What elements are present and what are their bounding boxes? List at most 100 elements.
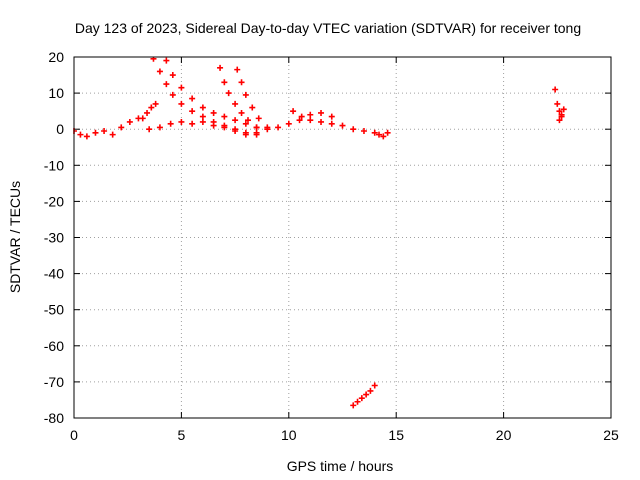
data-point	[307, 111, 314, 118]
data-point	[556, 108, 563, 115]
x-axis-label: GPS time / hours	[287, 458, 394, 474]
x-tick-label: 0	[70, 427, 78, 443]
data-point	[221, 113, 228, 120]
data-point	[253, 124, 260, 131]
y-tick-label: 0	[56, 121, 64, 137]
data-point	[210, 118, 217, 125]
y-tick-label: -20	[44, 193, 64, 209]
data-point	[350, 402, 357, 409]
data-point	[232, 126, 239, 133]
data-point	[358, 395, 365, 402]
data-point	[339, 122, 346, 129]
y-tick-label: -60	[44, 338, 64, 354]
chart-title: Day 123 of 2023, Sidereal Day-to-day VTE…	[75, 20, 581, 36]
data-point	[156, 124, 163, 131]
data-point	[296, 117, 303, 124]
data-point	[92, 129, 99, 136]
data-point	[77, 131, 84, 138]
data-point	[234, 66, 241, 73]
y-tick-label: 10	[48, 85, 64, 101]
data-point	[264, 124, 271, 131]
data-point	[328, 113, 335, 120]
data-point	[109, 131, 116, 138]
data-point	[275, 124, 282, 131]
x-tick-label: 20	[496, 427, 512, 443]
data-point	[238, 79, 245, 86]
series-arc-4	[234, 66, 271, 131]
data-point	[318, 118, 325, 125]
data-point	[371, 382, 378, 389]
data-point	[290, 108, 297, 115]
data-point	[210, 109, 217, 116]
data-point	[221, 79, 228, 86]
data-point	[150, 57, 157, 62]
data-point	[384, 129, 391, 136]
data-point	[363, 391, 370, 398]
data-point	[169, 72, 176, 79]
data-points	[73, 57, 567, 409]
data-point	[139, 115, 146, 122]
data-point	[156, 68, 163, 75]
data-point	[167, 120, 174, 127]
data-point	[244, 117, 251, 124]
series-arc-5	[139, 100, 159, 122]
data-point	[318, 109, 325, 116]
data-point	[178, 84, 185, 91]
data-point	[554, 100, 561, 107]
data-point	[144, 109, 151, 116]
data-point	[225, 90, 232, 97]
data-point	[199, 104, 206, 111]
data-point	[558, 111, 565, 118]
data-point	[242, 120, 249, 127]
y-tick-label: -40	[44, 266, 64, 282]
data-point	[163, 57, 170, 64]
axis-ticks: 0 5 10 15 20 25 20 10 0 -10 -20 -30 -40 -50 -60 -70 -80	[44, 49, 619, 443]
y-tick-label: 20	[48, 49, 64, 65]
data-point	[152, 100, 159, 107]
data-point	[371, 129, 378, 136]
data-point	[232, 100, 239, 107]
y-tick-label: -30	[44, 230, 64, 246]
data-point	[238, 109, 245, 116]
data-point	[242, 129, 249, 136]
y-tick-label: -80	[44, 410, 64, 426]
data-point	[560, 106, 567, 113]
series-isolated-22.5	[552, 86, 567, 124]
data-point	[367, 387, 374, 394]
data-point	[178, 100, 185, 107]
data-point	[552, 86, 559, 93]
data-point	[83, 133, 90, 140]
x-tick-label: 5	[178, 427, 186, 443]
data-point	[253, 131, 260, 138]
data-point	[148, 104, 155, 111]
data-point	[169, 91, 176, 98]
y-tick-label: -70	[44, 374, 64, 390]
data-point	[556, 117, 563, 124]
y-tick-label: -10	[44, 157, 64, 173]
data-point	[285, 120, 292, 127]
data-point	[232, 117, 239, 124]
x-tick-label: 15	[388, 427, 404, 443]
x-tick-label: 25	[603, 427, 619, 443]
x-tick-label: 10	[281, 427, 297, 443]
data-point	[189, 120, 196, 127]
data-point	[249, 104, 256, 111]
data-point	[163, 81, 170, 88]
data-point	[199, 113, 206, 120]
data-point	[255, 115, 262, 122]
data-point	[328, 120, 335, 127]
grid	[74, 57, 611, 418]
data-point	[126, 118, 133, 125]
data-point	[189, 108, 196, 115]
series-arc-6	[290, 108, 335, 120]
data-point	[354, 398, 361, 405]
data-point	[118, 124, 125, 131]
data-point	[307, 117, 314, 124]
data-point	[199, 118, 206, 125]
data-point	[146, 126, 153, 133]
data-point	[360, 128, 367, 135]
data-point	[242, 91, 249, 98]
y-tick-label: -50	[44, 302, 64, 318]
data-point	[376, 131, 383, 138]
